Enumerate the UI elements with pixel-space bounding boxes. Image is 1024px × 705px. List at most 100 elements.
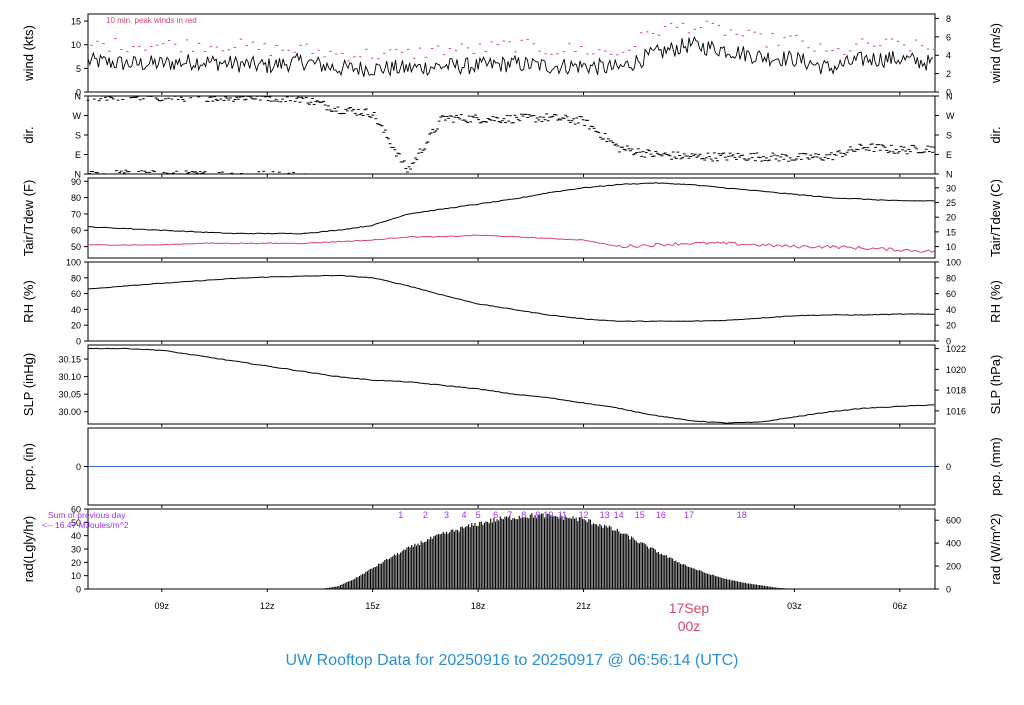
rh-right-tick-label: 100 (946, 258, 961, 268)
rh-left-tick-label: 0 (76, 337, 81, 347)
dir-right-axis-label: dir. (988, 126, 1003, 143)
wind-right-tick-label: 6 (946, 32, 951, 42)
rad-left-tick-label: 60 (71, 505, 81, 515)
date-marker-day: 17Sep (669, 600, 710, 616)
wind-left-tick-label: 0 (76, 88, 81, 98)
slp-right-tick-label: 1016 (946, 406, 966, 416)
tdew-line (87, 234, 935, 253)
radiation-hour-label: 10 (543, 510, 553, 520)
wind-right-axis-label: wind (m/s) (988, 23, 1003, 84)
time-tick-label: 12z (260, 601, 275, 611)
radiation-hour-label: 4 (462, 510, 467, 520)
radiation-hour-label: 5 (476, 510, 481, 520)
radiation-hour-label: 13 (600, 510, 610, 520)
radiation-hour-label: 2 (423, 510, 428, 520)
radiation-hour-label: 1 (398, 510, 403, 520)
rh-panel-frame (87, 261, 936, 342)
tair_tdew-right-tick-label: 10 (946, 242, 956, 252)
pcp-right-tick-label: 0 (946, 462, 951, 472)
slp-left-tick-label: 30.05 (58, 390, 81, 400)
radiation-hour-label: 18 (737, 510, 747, 520)
dir-left-tick-label: N (75, 170, 82, 180)
rad-right-tick-label: 0 (946, 585, 951, 595)
slp-right-axis-label: SLP (hPa) (988, 355, 1003, 415)
time-tick-label: 18z (471, 601, 486, 611)
wind-left-tick-label: 10 (71, 40, 81, 50)
rad-left-tick-label: 30 (71, 545, 81, 555)
dir-left-tick-label: N (75, 92, 82, 102)
slp-left-tick-label: 30.00 (58, 407, 81, 417)
tair_tdew-right-tick-label: 25 (946, 198, 956, 208)
radiation-note-line2: <-- 16.47 MJoules/m^2 (42, 520, 129, 530)
rad-left-axis-label: rad(Lgly/hr) (21, 516, 36, 582)
chart-title: UW Rooftop Data for 20250916 to 20250917… (286, 652, 739, 669)
slp-right-tick-label: 1022 (946, 344, 966, 354)
tair-line (87, 182, 935, 235)
rh-left-tick-label: 40 (71, 305, 81, 315)
rad-left-tick-label: 50 (71, 518, 81, 528)
tair_tdew-right-tick-label: 20 (946, 213, 956, 223)
rad-right-axis-label: rad (W/m^2) (988, 513, 1003, 584)
slp-panel-frame (87, 344, 936, 425)
time-tick-label: 03z (787, 601, 802, 611)
radiation-hour-label: 11 (558, 510, 567, 520)
tair_tdew-right-axis-label: Tair/Tdew (C) (988, 179, 1003, 257)
radiation-hour-label: 6 (493, 510, 498, 520)
rad-right-tick-label: 200 (946, 562, 961, 572)
radiation-hour-label: 16 (656, 510, 666, 520)
rh-left-tick-label: 60 (71, 289, 81, 299)
tair_tdew-left-tick-label: 60 (71, 226, 81, 236)
wind-right-tick-label: 4 (946, 51, 951, 61)
radiation-hour-label: 12 (579, 510, 589, 520)
slp-right-tick-label: 1020 (946, 365, 966, 375)
time-tick-label: 15z (365, 601, 380, 611)
rad-right-tick-label: 600 (946, 516, 961, 526)
wind-left-tick-label: 5 (76, 64, 81, 74)
dir-right-tick-label: S (946, 131, 952, 141)
slp-left-axis-label: SLP (inHg) (21, 353, 36, 416)
rh-right-tick-label: 60 (946, 289, 956, 299)
dir-right-tick-label: W (946, 111, 955, 121)
radiation-hour-label: 17 (684, 510, 694, 520)
wind-right-tick-label: 0 (946, 88, 951, 98)
rad-left-tick-label: 40 (71, 531, 81, 541)
radiation-hour-label: 8 (521, 510, 526, 520)
rh-left-tick-label: 100 (66, 258, 81, 268)
wind-right-tick-label: 2 (946, 69, 951, 79)
rh-left-axis-label: RH (%) (21, 280, 36, 323)
slp-right-tick-label: 1018 (946, 386, 966, 396)
dir-right-tick-label: E (946, 150, 952, 160)
wind-left-axis-label: wind (kts) (21, 25, 36, 82)
dir-left-tick-label: W (73, 111, 82, 121)
time-tick-label: 21z (576, 601, 591, 611)
rh-right-tick-label: 80 (946, 273, 956, 283)
pcp-left-axis-label: pcp. (in) (21, 443, 36, 490)
dir-panel-frame (87, 95, 936, 175)
tair_tdew-right-tick-label: 15 (946, 227, 956, 237)
radiation-note-line1: Sum of previous day (48, 510, 126, 520)
slp-left-tick-label: 30.10 (58, 372, 81, 382)
rad-left-tick-label: 0 (76, 585, 81, 595)
slp-left-tick-label: 30.15 (58, 355, 81, 365)
tair_tdew-panel-frame (87, 177, 936, 259)
time-tick-label: 06z (893, 601, 908, 611)
radiation-hour-label: 7 (507, 510, 512, 520)
pcp-right-axis-label: pcp. (mm) (988, 437, 1003, 496)
rh-right-tick-label: 20 (946, 321, 956, 331)
rh-left-tick-label: 80 (71, 273, 81, 283)
rh-right-tick-label: 0 (946, 337, 951, 347)
tair_tdew-left-tick-label: 90 (71, 177, 81, 187)
rh-line (87, 274, 935, 323)
radiation-hour-label: 3 (444, 510, 449, 520)
tair_tdew-left-tick-label: 80 (71, 193, 81, 203)
wind-speed-line (87, 35, 934, 77)
slp-line (87, 347, 935, 424)
dir-left-axis-label: dir. (21, 126, 36, 143)
wind-peak-annotation: 10 min. peak winds in red (106, 16, 197, 25)
tair_tdew-left-axis-label: Tair/Tdew (F) (21, 180, 36, 257)
dir-right-tick-label: N (946, 170, 953, 180)
dir-left-tick-label: E (75, 150, 81, 160)
radiation-hour-label: 15 (635, 510, 645, 520)
